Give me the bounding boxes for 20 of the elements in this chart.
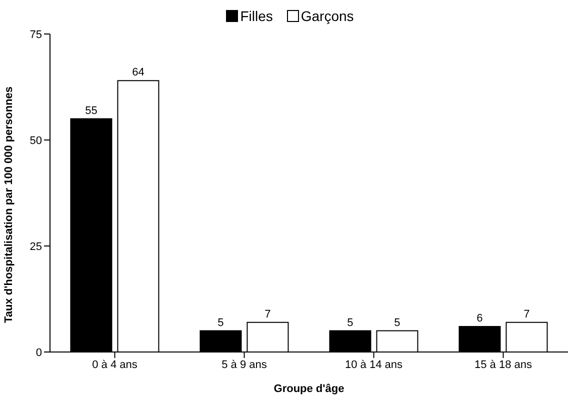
data-label: 55 xyxy=(85,104,98,117)
x-axis-title: Groupe d'âge xyxy=(274,383,344,395)
data-label: 5 xyxy=(218,316,224,329)
y-tick-label: 0 xyxy=(36,346,42,359)
y-tick-label: 75 xyxy=(30,28,42,41)
data-label: 7 xyxy=(524,308,530,320)
x-tick-label: 15 à 18 ans xyxy=(474,358,532,371)
y-tick-label: 50 xyxy=(30,134,42,147)
data-label: 5 xyxy=(347,316,354,329)
x-tick-label: 10 à 14 ans xyxy=(345,358,403,371)
data-label: 64 xyxy=(132,66,144,79)
x-tick-label: 0 à 4 ans xyxy=(92,358,138,371)
y-tick-label: 25 xyxy=(30,240,42,253)
y-axis-title: Taux d'hospitalisation par 100 000 personnes xyxy=(2,86,15,323)
data-label: 7 xyxy=(264,308,271,320)
data-label: 6 xyxy=(476,312,483,325)
data-label: 5 xyxy=(394,316,400,329)
legend-label: Garçons xyxy=(300,8,354,24)
x-tick-label: 5 à 9 ans xyxy=(222,358,268,371)
legend-label: Filles xyxy=(239,8,273,24)
